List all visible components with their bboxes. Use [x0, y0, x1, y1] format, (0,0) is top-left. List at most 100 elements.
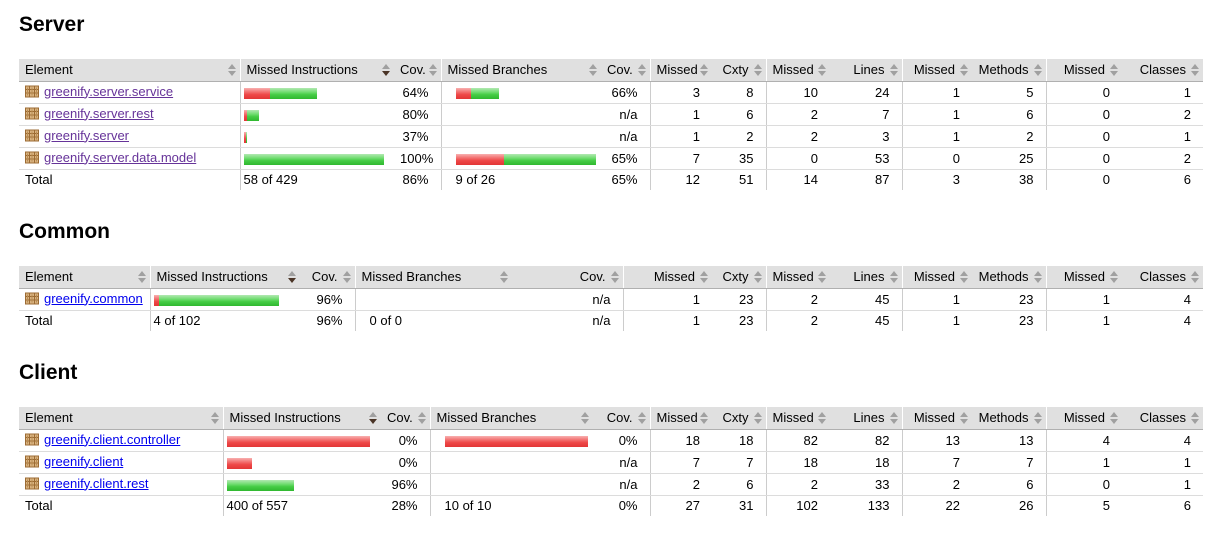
column-header-lines-8[interactable]: Lines: [830, 266, 902, 289]
sort-up-arrow: [818, 411, 826, 417]
missed-bar-segment: [226, 457, 252, 469]
covered-bar-segment: [243, 153, 384, 165]
sort-up-arrow: [589, 63, 597, 69]
coverage-bar: [445, 480, 588, 491]
column-header-missed-branches-3[interactable]: Missed Branches: [354, 266, 512, 289]
sort-icon: [137, 270, 146, 283]
branches-bar-cell: [440, 125, 601, 148]
column-header-missed-7[interactable]: Missed: [765, 266, 830, 289]
package-link[interactable]: greenify.client: [44, 453, 124, 469]
total-branches-missed-cell: 10 of 10: [429, 495, 593, 516]
column-header-label: Lines: [853, 62, 885, 78]
column-header-cov--4[interactable]: Cov.: [512, 266, 623, 289]
counter-cell: 18: [830, 451, 902, 474]
column-header-label: Missed: [653, 269, 695, 285]
sort-up-arrow: [610, 270, 619, 276]
column-header-label: Classes: [1139, 62, 1186, 78]
column-header-element-0[interactable]: Element: [19, 407, 223, 430]
column-header-classes-12[interactable]: Classes: [1122, 266, 1203, 289]
column-header-lines-8[interactable]: Lines: [830, 407, 902, 430]
counter-cell: 7: [712, 451, 766, 474]
column-header-cov--4[interactable]: Cov.: [593, 407, 650, 430]
column-header-missed-9[interactable]: Missed: [901, 407, 972, 430]
column-header-element-0[interactable]: Element: [19, 266, 150, 289]
counter-cell: 1: [1122, 125, 1203, 148]
column-header-missed-instructions-1[interactable]: Missed Instructions: [149, 266, 300, 289]
column-header-missed-5[interactable]: Missed: [622, 266, 712, 289]
package-icon: [25, 151, 39, 167]
package-link[interactable]: greenify.server: [44, 127, 130, 143]
counter-cell: 6: [712, 473, 766, 496]
counter-cell: 25: [972, 147, 1046, 170]
sort-icon: [700, 270, 708, 283]
column-header-methods-10[interactable]: Methods: [972, 59, 1046, 82]
column-header-label: Missed Branches: [361, 269, 462, 285]
covered-bar-segment: [503, 153, 596, 165]
covered-bar-segment: [470, 87, 499, 99]
coverage-bar: [455, 87, 596, 99]
column-header-lines-8[interactable]: Lines: [830, 59, 902, 82]
counter-cell: 1: [649, 103, 712, 126]
column-header-missed-branches-3[interactable]: Missed Branches: [429, 407, 593, 430]
instructions-bar-cell: [239, 125, 394, 148]
column-header-missed-instructions-1[interactable]: Missed Instructions: [239, 59, 394, 82]
column-header-methods-10[interactable]: Methods: [972, 266, 1046, 289]
package-link[interactable]: greenify.client.rest: [44, 475, 149, 491]
covered-bar-segment: [269, 87, 317, 99]
sort-down-arrow: [210, 418, 219, 424]
column-header-missed-9[interactable]: Missed: [901, 266, 972, 289]
column-header-cxty-6[interactable]: Cxty: [712, 407, 766, 430]
column-header-cov--4[interactable]: Cov.: [601, 59, 650, 82]
column-header-missed-instructions-1[interactable]: Missed Instructions: [222, 407, 381, 430]
column-header-cov--2[interactable]: Cov.: [381, 407, 430, 430]
column-header-label: Methods: [978, 62, 1029, 78]
column-header-missed-5[interactable]: Missed: [649, 407, 712, 430]
column-header-missed-11[interactable]: Missed: [1045, 407, 1122, 430]
total-counter-cell: 6: [1183, 172, 1191, 188]
counter-cell: 7: [901, 451, 972, 474]
package-link[interactable]: greenify.client.controller: [44, 431, 181, 447]
column-header-missed-9[interactable]: Missed: [901, 59, 972, 82]
column-header-missed-11[interactable]: Missed: [1045, 59, 1122, 82]
package-link[interactable]: greenify.server.rest: [44, 105, 154, 121]
instructions-coverage-cell: 96%: [381, 473, 430, 496]
counter-cell: 7: [649, 147, 712, 170]
column-header-label: Methods: [978, 410, 1029, 426]
column-header-cov--2[interactable]: Cov.: [300, 266, 355, 289]
page-title: Client: [19, 361, 78, 384]
counter-cell: 4: [1122, 429, 1203, 452]
sort-down-arrow: [1191, 70, 1199, 76]
column-header-classes-12[interactable]: Classes: [1122, 407, 1203, 430]
counter-cell: 2: [765, 288, 830, 311]
column-header-missed-7[interactable]: Missed: [765, 59, 830, 82]
column-header-classes-12[interactable]: Classes: [1122, 59, 1203, 82]
column-header-label: Missed: [772, 269, 814, 285]
sort-down-arrow: [753, 70, 762, 76]
counter-cell: 2: [649, 473, 712, 496]
counter-cell: 3: [649, 81, 712, 104]
counter-cell: 3: [830, 125, 902, 148]
sort-icon: [753, 63, 762, 76]
sort-up-arrow: [417, 411, 426, 417]
sort-icon: [227, 63, 236, 76]
column-header-missed-7[interactable]: Missed: [765, 407, 830, 430]
instructions-coverage-cell: 0%: [381, 429, 430, 452]
column-header-missed-5[interactable]: Missed: [649, 59, 712, 82]
counter-cell: 0: [765, 147, 830, 170]
package-link[interactable]: greenify.server.data.model: [44, 149, 197, 165]
column-header-cov--2[interactable]: Cov.: [394, 59, 441, 82]
sort-up-arrow: [1033, 411, 1042, 417]
column-header-missed-branches-3[interactable]: Missed Branches: [440, 59, 601, 82]
branches-coverage-cell: n/a: [601, 125, 650, 148]
column-header-methods-10[interactable]: Methods: [972, 407, 1046, 430]
column-header-element-0[interactable]: Element: [19, 59, 240, 82]
column-header-missed-11[interactable]: Missed: [1045, 266, 1122, 289]
sort-down-arrow: [960, 277, 968, 283]
package-link[interactable]: greenify.common: [44, 290, 143, 306]
column-header-cxty-6[interactable]: Cxty: [712, 266, 766, 289]
total-counter-cell: 1: [622, 310, 712, 331]
package-link[interactable]: greenify.server.service: [44, 83, 174, 99]
instructions-coverage-cell: 96%: [300, 288, 355, 311]
column-header-cxty-6[interactable]: Cxty: [712, 59, 766, 82]
sort-up-arrow: [1033, 270, 1042, 276]
